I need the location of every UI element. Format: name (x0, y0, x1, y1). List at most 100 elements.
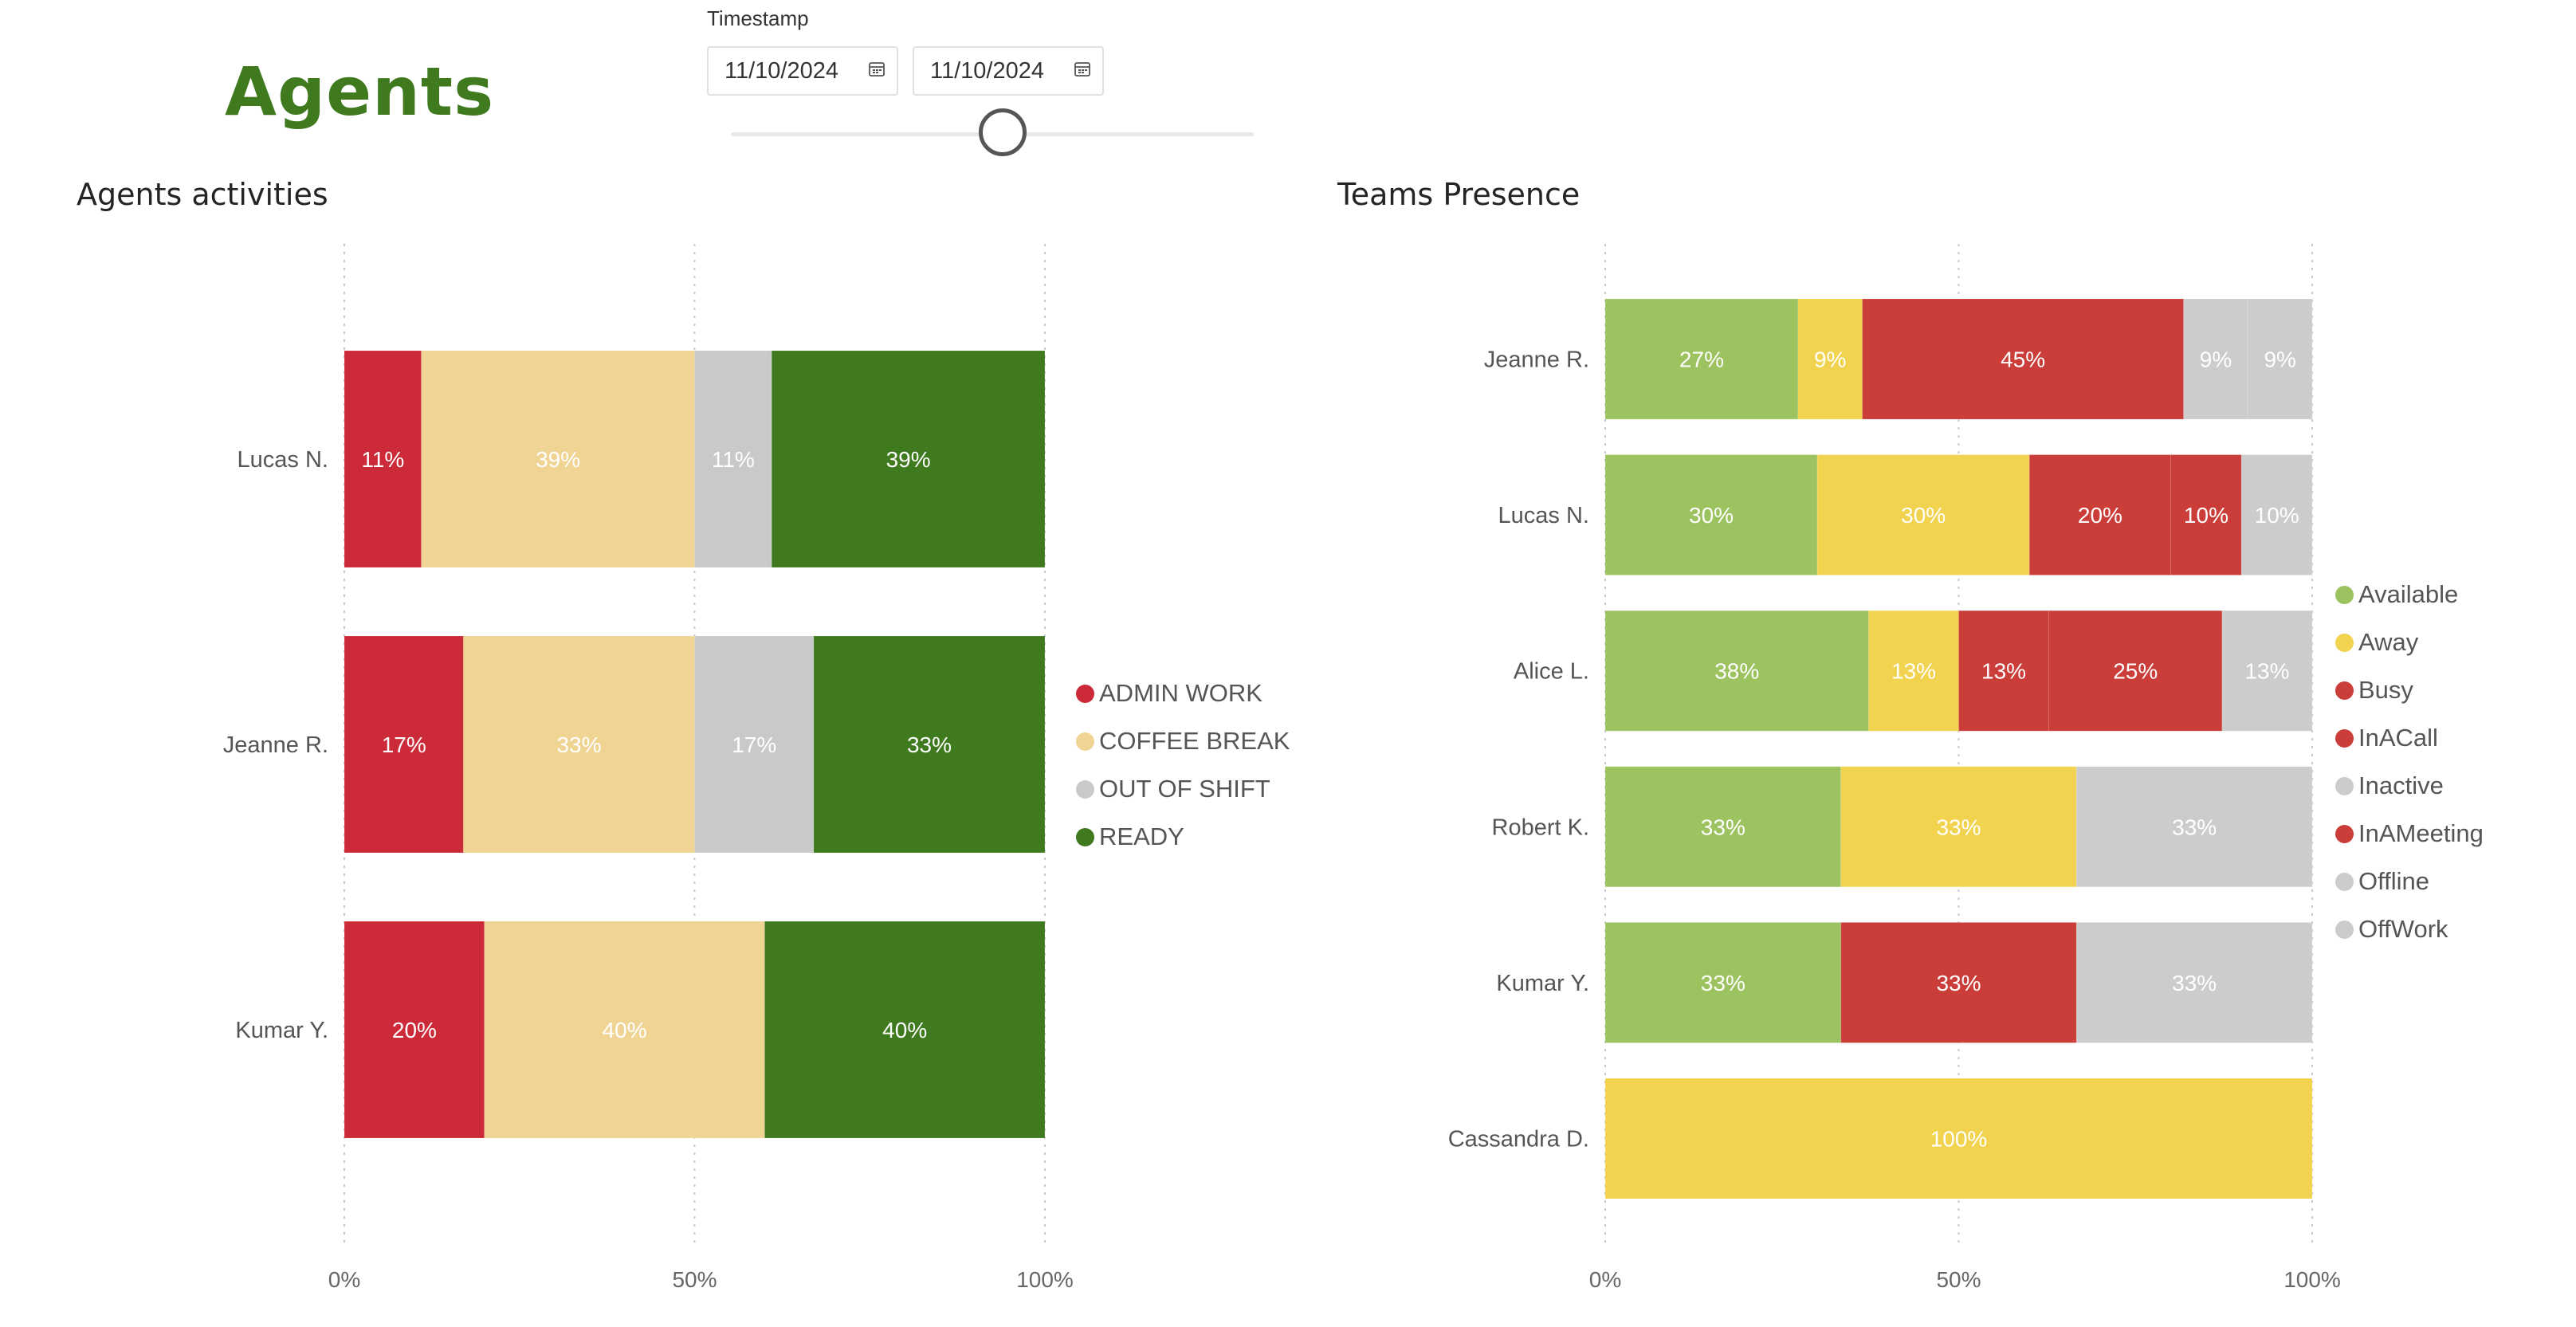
timestamp-slicer-label: Timestamp (707, 6, 809, 30)
legend-item-admin-work[interactable]: ADMIN WORK (1076, 669, 1290, 717)
bar-segment-ready (771, 350, 1046, 568)
legend-item-away[interactable]: Away (2335, 618, 2484, 666)
bar-segment-offline (2247, 298, 2313, 420)
legend-label: Away (2358, 628, 2419, 656)
end-date-value: 11/10/2024 (930, 57, 1044, 84)
legend-item-out-of-shift[interactable]: OUT OF SHIFT (1076, 765, 1290, 813)
legend-swatch (2335, 776, 2354, 795)
legend-item-ready[interactable]: READY (1076, 813, 1290, 861)
x-tick-label: 100% (2283, 1267, 2341, 1292)
bar-segment-inactive (2221, 610, 2313, 732)
data-label: 33% (1936, 815, 1981, 839)
data-label: 10% (2255, 503, 2299, 528)
legend-label: OffWork (2358, 915, 2448, 943)
legend-swatch (2335, 633, 2354, 652)
legend-swatch (2335, 728, 2354, 748)
bar-segment-coffee-break (484, 921, 765, 1139)
agents-activities-chart: 0% 50% 100% Lucas N. 11% 39% 11% 39% Jeanne R. 17… (223, 244, 1074, 1292)
data-label: 38% (1714, 659, 1759, 684)
legend-label: Available (2358, 580, 2459, 608)
legend-item-offline[interactable]: Offline (2335, 858, 2484, 905)
data-label: 33% (1701, 971, 1745, 995)
legend-label: InAMeeting (2358, 819, 2484, 847)
teams-presence-legend: Available Away Busy InACall Inactive InAMeeti… (2335, 571, 2484, 953)
data-label: 27% (1679, 347, 1724, 372)
category-label: Kumar Y. (235, 1018, 328, 1043)
bar-segment-admin-work (344, 350, 422, 568)
legend-label: Offline (2358, 867, 2430, 895)
data-label: 33% (1701, 815, 1745, 839)
legend-swatch (2335, 681, 2354, 700)
legend-item-available[interactable]: Available (2335, 571, 2484, 618)
calendar-icon[interactable] (868, 61, 886, 78)
legend-label: READY (1099, 823, 1184, 850)
start-date-value: 11/10/2024 (724, 57, 838, 84)
data-label: 40% (603, 1018, 647, 1042)
data-label: 39% (536, 447, 580, 472)
x-tick-label: 100% (1016, 1267, 1074, 1292)
teams-presence-title: Teams Presence (1337, 177, 1581, 212)
calendar-icon[interactable] (1074, 61, 1091, 78)
legend-label: InACall (2358, 724, 2438, 752)
timestamp-slider-handle[interactable] (979, 108, 1027, 156)
category-label: Robert K. (1492, 815, 1590, 840)
bar-segment-inactive (2183, 298, 2248, 420)
bar-segment-away (1867, 610, 1959, 732)
data-label: 25% (2113, 659, 2158, 684)
data-label: 9% (1814, 347, 1846, 372)
legend-swatch (1076, 779, 1094, 799)
category-label: Jeanne R. (1484, 347, 1589, 373)
page-title: Agents (225, 53, 495, 131)
x-tick-label: 50% (672, 1267, 717, 1292)
legend-label: OUT OF SHIFT (1099, 775, 1270, 803)
legend-label: ADMIN WORK (1099, 679, 1262, 707)
legend-swatch (2335, 824, 2354, 843)
legend-item-coffee-break[interactable]: COFFEE BREAK (1076, 717, 1290, 765)
bar-segment-busy (1862, 298, 2185, 420)
legend-item-busy[interactable]: Busy (2335, 666, 2484, 714)
bar-segment-inactive (2075, 766, 2313, 888)
legend-label: Busy (2358, 676, 2413, 704)
bar-segment-inactive (2240, 454, 2313, 576)
data-label: 13% (2244, 659, 2289, 684)
x-tick-label: 0% (1589, 1267, 1621, 1292)
data-label: 10% (2184, 503, 2228, 528)
legend-item-inameeting[interactable]: InAMeeting (2335, 810, 2484, 858)
data-label: 45% (2001, 347, 2045, 372)
data-label: 9% (2264, 347, 2295, 372)
legend-item-inacall[interactable]: InACall (2335, 714, 2484, 762)
bar-segment-ready (764, 921, 1046, 1139)
bar-segment-away (1840, 766, 2077, 888)
legend-swatch (1076, 732, 1094, 751)
bar-segment-inacall (2048, 610, 2223, 732)
legend-item-offwork[interactable]: OffWork (2335, 905, 2484, 953)
category-label: Lucas N. (1498, 503, 1589, 528)
bar-segment-inacall (2170, 454, 2242, 576)
bar-segment-away (1797, 298, 1863, 420)
data-label: 13% (1981, 659, 2026, 684)
data-label: 33% (2172, 971, 2217, 995)
data-label: 9% (2200, 347, 2232, 372)
agents-activities-title: Agents activities (77, 177, 328, 212)
data-label: 33% (907, 732, 952, 757)
data-label: 11% (361, 447, 404, 472)
bar-segment-out-of-shift (694, 350, 772, 568)
bar-segment-away (1604, 1078, 2313, 1199)
legend-item-inactive[interactable]: Inactive (2335, 762, 2484, 810)
x-tick-label: 0% (328, 1267, 360, 1292)
start-date-input[interactable]: 11/10/2024 (707, 46, 898, 96)
end-date-input[interactable]: 11/10/2024 (913, 46, 1104, 96)
legend-swatch (2335, 585, 2354, 604)
data-label: 100% (1930, 1127, 1988, 1152)
category-label: Kumar Y. (1496, 971, 1589, 996)
x-tick-label: 50% (1936, 1267, 1981, 1292)
bar-segment-ready (813, 635, 1046, 854)
bar-segment-busy (2028, 454, 2172, 576)
data-label: 39% (886, 447, 931, 472)
bar-segment-coffee-break (462, 635, 695, 854)
bar-segment-busy (1840, 921, 2077, 1043)
bar-segment-available (1604, 610, 1869, 732)
legend-swatch (1076, 684, 1094, 703)
bar-segment-away (1816, 454, 2030, 576)
